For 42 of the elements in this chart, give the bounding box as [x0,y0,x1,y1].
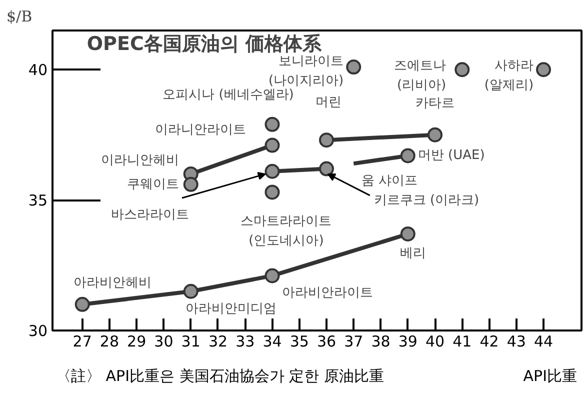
annotation: 쿠웨이트 [126,176,179,192]
x-tick-label: 27 [72,332,92,350]
annotation: 움 샤이프 [362,174,418,189]
x-tick-label: 29 [127,332,146,350]
annotation: 사하라 (알제리) [484,58,534,93]
annotation: 아라비안라이트 [282,286,374,301]
x-tick-label: 42 [480,332,499,350]
x-tick-label: 38 [371,332,390,350]
annotation: 이라니안헤비 [100,152,179,168]
annotation: 보니라이트 (나이지리아) [268,54,344,88]
x-tick-label: 41 [452,332,472,350]
annotation: 카타르 [416,96,455,111]
x-tick-label: 31 [181,332,200,350]
x-tick-label: 44 [534,332,554,350]
x-tick-label: 40 [425,332,445,350]
x-tick-label: 34 [262,332,282,350]
x-tick-label: 35 [290,332,309,350]
chart-title: OPEC各国原油의 価格体系 [86,33,322,55]
annotation: 아라비안미디엄 [185,301,276,316]
annotation: 키르쿠크 (이라크) [374,192,480,208]
text: 〈註〉 API比重은 美国石油協会가 定한 原油比重 [56,366,384,387]
annotation: 바스라라이트 [111,207,190,222]
x-tick-label: 39 [398,332,418,350]
annotation: 머반 (UAE) [418,148,485,164]
x-tick-label: 36 [316,332,336,350]
x-tick-label: 32 [208,332,228,350]
y-tick-label: 40 [28,61,48,80]
x-tick-label: 30 [154,332,174,350]
x-axis-title: API比重 [523,366,577,387]
annotation: 이라니안라이트 [155,122,246,138]
annotation: 머린 [315,95,342,110]
annotation: 오피시나 (베네수엘라) [162,87,294,102]
annotation: 즈에트나 (리비아) [394,58,446,93]
x-tick-label: 28 [100,332,120,350]
x-tick-label: 43 [506,332,526,350]
y-tick-label: 35 [28,192,48,210]
annotation: 아라비안헤비 [73,275,152,290]
annotation: 스마트라라이트 (인도네시아) [240,214,332,249]
x-tick-label: 33 [236,332,255,350]
y-axis-title: $/B [6,8,32,26]
x-tick-label: 37 [344,332,364,350]
annotation: 베리 [400,246,426,261]
